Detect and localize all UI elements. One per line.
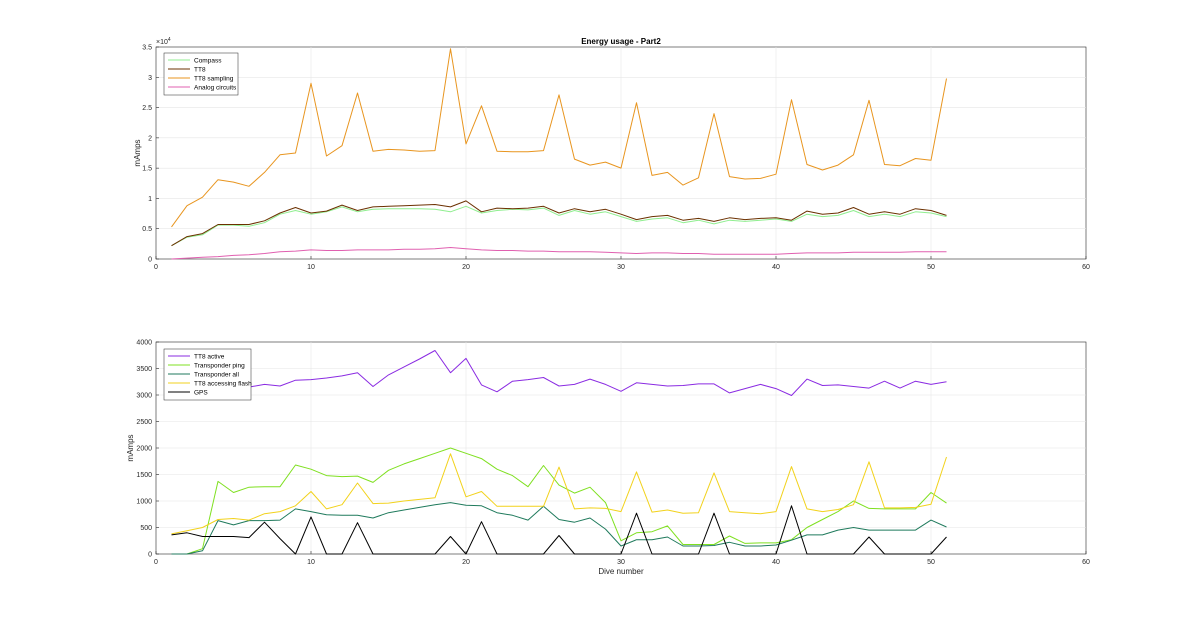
y-tick-label: 500 xyxy=(140,525,152,532)
series-line-compass xyxy=(171,205,947,247)
y-tick-label: 1000 xyxy=(136,499,152,506)
bottom-legend: TT8 active Transponder ping Transponder al… xyxy=(163,348,252,401)
y-tick-label: 1.5 xyxy=(142,166,152,173)
y-tick-label: 0 xyxy=(148,257,152,264)
bottom-series-lines xyxy=(171,350,947,555)
top-y-exponent-base: ×10 xyxy=(156,39,168,46)
y-tick-label: 1500 xyxy=(136,472,152,479)
legend-label-transponder-ping: Transponder ping xyxy=(194,362,245,369)
y-tick-label: 4000 xyxy=(136,340,152,347)
x-tick-label: 0 xyxy=(154,559,158,566)
y-tick-label: 3000 xyxy=(136,393,152,400)
top-series-lines xyxy=(171,48,947,260)
bottom-grid xyxy=(155,341,1087,555)
y-tick-label: 2.5 xyxy=(142,105,152,112)
legend-label-tt8-accessing-flash: TT8 accessing flash xyxy=(194,380,252,387)
x-tick-label: 20 xyxy=(462,264,470,271)
y-tick-label: 2500 xyxy=(136,419,152,426)
legend-label-tt8-sampling: TT8 sampling xyxy=(194,75,234,82)
x-tick-label: 30 xyxy=(617,559,625,566)
legend-label-analog-circuits: Analog circuits xyxy=(194,84,237,91)
top-y-axis-label: mAmps xyxy=(133,139,142,166)
y-tick-label: 3.5 xyxy=(142,45,152,52)
x-tick-label: 0 xyxy=(154,264,158,271)
top-y-exponent: ×104 xyxy=(156,37,171,46)
x-tick-label: 60 xyxy=(1082,264,1090,271)
x-tick-label: 20 xyxy=(462,559,470,566)
series-line-analog-circuits xyxy=(171,247,947,260)
x-tick-label: 10 xyxy=(307,264,315,271)
bottom-x-axis-label: Dive number xyxy=(598,567,644,576)
series-line-tt8-sampling xyxy=(171,48,947,228)
top-legend: Compass TT8 TT8 sampling Analog circuits xyxy=(163,52,239,96)
y-tick-label: 0.5 xyxy=(142,226,152,233)
series-line-gps xyxy=(171,505,947,555)
x-tick-label: 50 xyxy=(927,559,935,566)
legend-label-gps: GPS xyxy=(194,389,208,396)
y-tick-label: 2 xyxy=(148,135,152,142)
x-tick-label: 60 xyxy=(1082,559,1090,566)
bottom-axes: 0 10 20 30 40 50 60 0 500 1000 1500 2000 2500 3000 350… xyxy=(126,340,1090,577)
top-y-exponent-power: 4 xyxy=(168,37,171,43)
y-tick-label: 0 xyxy=(148,552,152,559)
y-tick-label: 3500 xyxy=(136,366,152,373)
series-line-transponder-all xyxy=(171,502,947,555)
y-tick-label: 1 xyxy=(148,196,152,203)
series-line-tt8-active xyxy=(171,350,947,399)
series-line-tt8 xyxy=(171,200,947,247)
legend-label-tt8-active: TT8 active xyxy=(194,353,225,360)
bottom-tick-labels: 0 10 20 30 40 50 60 0 500 1000 1500 2000 2500 3000 350… xyxy=(136,340,1090,567)
x-tick-label: 40 xyxy=(772,264,780,271)
x-tick-label: 40 xyxy=(772,559,780,566)
top-tick-labels: 0 10 20 30 40 50 60 0 0.5 1 1.5 2 2.5 3 3.5 xyxy=(142,45,1090,272)
top-chart-title: Energy usage - Part2 xyxy=(581,37,661,46)
legend-label-transponder-all: Transponder all xyxy=(194,371,239,378)
y-tick-label: 2000 xyxy=(136,446,152,453)
y-tick-label: 3 xyxy=(148,75,152,82)
x-tick-label: 10 xyxy=(307,559,315,566)
legend-label-compass: Compass xyxy=(194,57,222,64)
x-tick-label: 50 xyxy=(927,264,935,271)
x-tick-label: 30 xyxy=(617,264,625,271)
series-line-tt8-accessing-flash xyxy=(171,453,947,535)
legend-label-tt8: TT8 xyxy=(194,66,206,73)
top-axes: 0 10 20 30 40 50 60 0 0.5 1 1.5 2 2.5 3 3.5 Energy usa… xyxy=(133,37,1090,271)
series-line-transponder-ping xyxy=(171,447,947,555)
bottom-y-axis-label: mAmps xyxy=(126,434,135,461)
